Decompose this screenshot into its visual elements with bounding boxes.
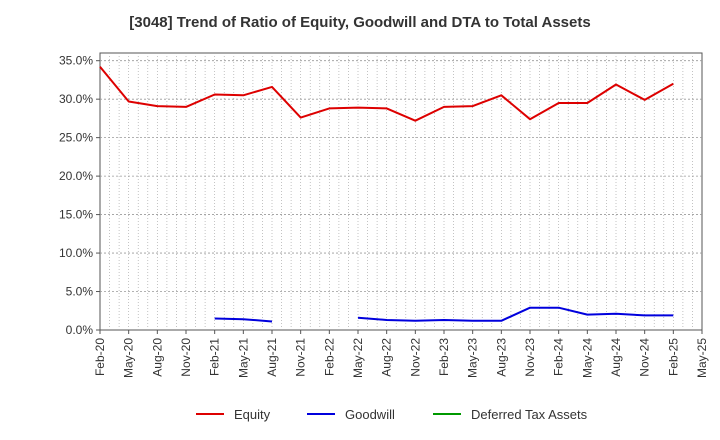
grid-layer bbox=[99, 52, 703, 331]
legend-label-equity: Equity bbox=[234, 407, 271, 422]
x-tick-label: Nov-21 bbox=[294, 338, 308, 377]
series-layer bbox=[99, 66, 674, 323]
legend-label-deferred-tax-assets: Deferred Tax Assets bbox=[471, 407, 588, 422]
x-tick-label: Feb-24 bbox=[552, 338, 566, 376]
x-tick-label: May-23 bbox=[466, 338, 480, 378]
y-tick-label: 30.0% bbox=[59, 92, 93, 106]
x-tick-label: Nov-22 bbox=[408, 338, 422, 377]
legend: Equity Goodwill Deferred Tax Assets bbox=[196, 407, 588, 422]
plot-area bbox=[99, 52, 703, 331]
series-line-goodwill bbox=[357, 306, 674, 322]
y-tick-label: 35.0% bbox=[59, 54, 93, 68]
x-tick-label: May-21 bbox=[236, 338, 250, 378]
x-tick-label: Aug-22 bbox=[380, 338, 394, 377]
x-tick-label: Nov-24 bbox=[638, 338, 652, 377]
x-tick-label: Aug-23 bbox=[494, 338, 508, 377]
x-tick-label: Feb-23 bbox=[437, 338, 451, 376]
x-tick-label: Feb-20 bbox=[93, 338, 107, 376]
y-tick-label: 10.0% bbox=[59, 246, 93, 260]
x-tick-label: May-20 bbox=[122, 338, 136, 378]
y-tick-label: 20.0% bbox=[59, 169, 93, 183]
y-tick-label: 15.0% bbox=[59, 208, 93, 222]
y-tick-label: 25.0% bbox=[59, 131, 93, 145]
x-tick-label: Aug-20 bbox=[150, 338, 164, 377]
x-tick-label: May-24 bbox=[580, 338, 594, 378]
x-tick-label: Aug-24 bbox=[609, 338, 623, 377]
chart-title: [3048] Trend of Ratio of Equity, Goodwil… bbox=[129, 14, 591, 31]
axis-layer: 0.0% 5.0% 10.0% 15.0% 20.0% 25.0% 30.0% 35.0% Fe… bbox=[59, 54, 709, 378]
x-tick-label: Nov-20 bbox=[179, 338, 193, 377]
legend-label-goodwill: Goodwill bbox=[345, 407, 395, 422]
y-tick-label: 5.0% bbox=[66, 285, 94, 299]
x-tick-label: Feb-25 bbox=[666, 338, 680, 376]
x-tick-label: May-25 bbox=[695, 338, 709, 378]
y-tick-label: 0.0% bbox=[66, 323, 94, 337]
x-tick-label: Feb-21 bbox=[208, 338, 222, 376]
x-tick-label: May-22 bbox=[351, 338, 365, 378]
x-tick-label: Aug-21 bbox=[265, 338, 279, 377]
series-line-goodwill bbox=[214, 317, 273, 323]
x-tick-label: Nov-23 bbox=[523, 338, 537, 377]
x-tick-label: Feb-22 bbox=[322, 338, 336, 376]
series-line-equity bbox=[99, 66, 674, 122]
